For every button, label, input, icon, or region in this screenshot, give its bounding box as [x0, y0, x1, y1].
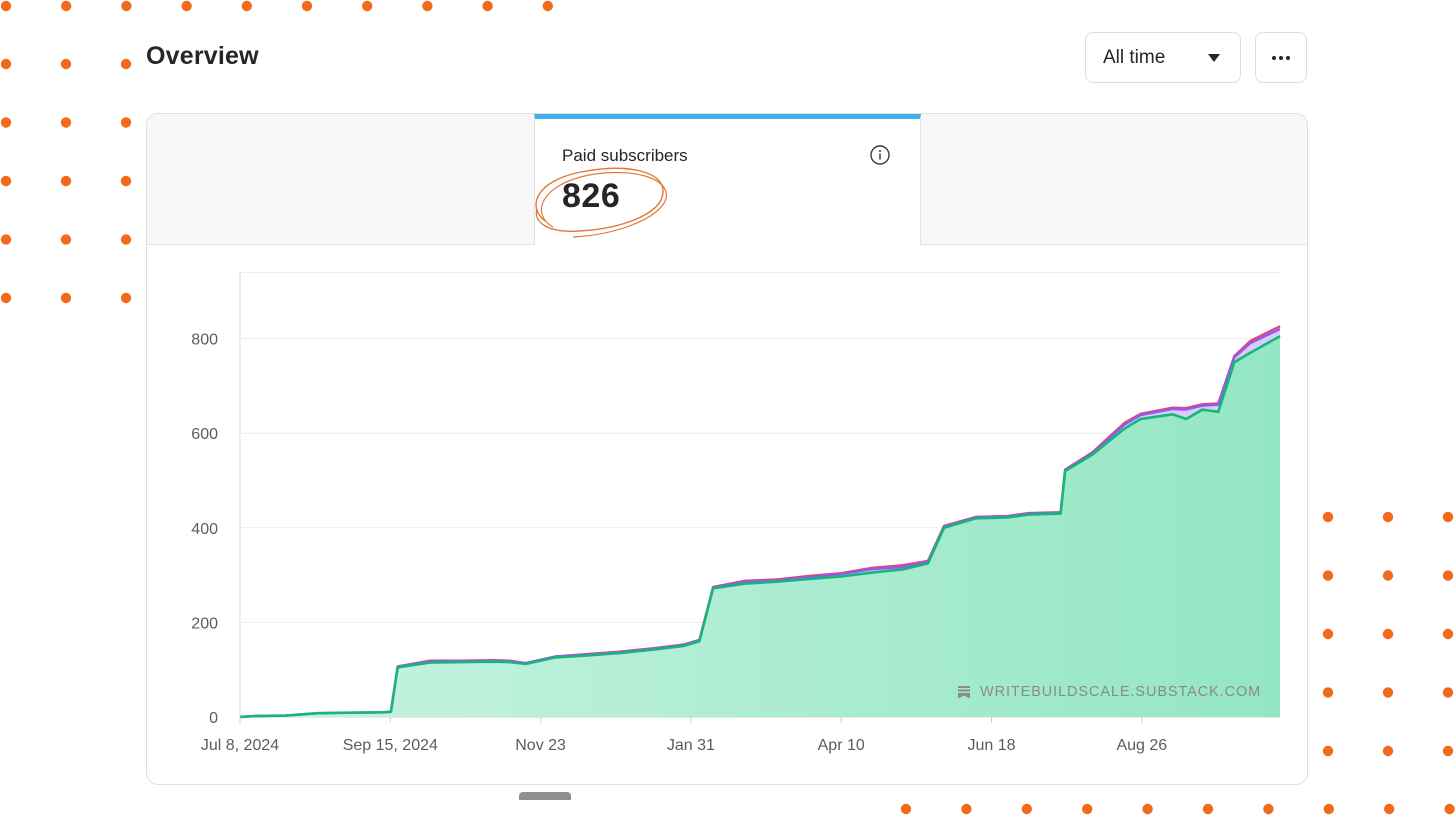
tab-paid-subscribers[interactable]: Paid subscribers 826: [534, 114, 921, 245]
decorative-dot: [1382, 745, 1394, 757]
chevron-down-icon: [1208, 54, 1220, 62]
decorative-dot: [241, 0, 252, 12]
decorative-dot: [1021, 803, 1032, 815]
x-tick-label: Jan 31: [667, 737, 715, 754]
decorative-dot: [1322, 511, 1334, 523]
decorative-dot: [60, 0, 72, 12]
overview-card: Paid subscribers 826 0 200 400 600 800 Jul 8,…: [146, 113, 1308, 785]
decorative-dot: [1442, 687, 1454, 698]
x-tick-label: Sep 15, 2024: [343, 737, 438, 754]
decorative-dot: [181, 0, 192, 12]
decorative-dot: [482, 0, 493, 12]
decorative-dot: [1382, 628, 1394, 640]
decorative-dot: [1442, 628, 1454, 640]
decorative-dot: [1382, 570, 1394, 581]
substack-watermark: WRITEBUILDSCALE.SUBSTACK.COM: [957, 684, 1261, 700]
decorative-dot: [1384, 803, 1395, 815]
paid-subscribers-chart: 0 200 400 600 800 Jul 8, 2024 Sep 15, 2024 Nov …: [191, 271, 1281, 754]
decorative-dot: [60, 117, 72, 128]
decorative-dot: [0, 292, 12, 304]
x-tick-label: Jul 8, 2024: [201, 737, 279, 754]
decorative-dot: [0, 175, 12, 187]
bookmark-icon: [958, 686, 970, 699]
decorative-dot: [362, 0, 373, 12]
info-icon[interactable]: [869, 144, 891, 166]
decorative-dot: [0, 117, 12, 128]
series-area: [240, 336, 1280, 717]
more-options-button[interactable]: [1255, 32, 1307, 83]
decorative-dot: [60, 292, 72, 304]
decorative-dot: [1442, 570, 1454, 581]
decorative-dot: [120, 292, 132, 304]
decorative-dot: [0, 234, 12, 245]
more-horizontal-icon: [1272, 55, 1276, 60]
time-range-dropdown[interactable]: All time: [1085, 32, 1241, 83]
decorative-dot: [120, 58, 132, 70]
decorative-dot: [1322, 570, 1334, 581]
y-tick-label: 800: [191, 332, 218, 349]
y-tick-label: 200: [191, 615, 218, 632]
decorative-dot: [60, 175, 72, 187]
drag-handle[interactable]: [519, 792, 571, 800]
time-range-label: All time: [1103, 46, 1166, 68]
x-tick-label: Aug 26: [1116, 737, 1167, 754]
x-tick-label: Jun 18: [967, 737, 1015, 754]
decorative-dot: [1142, 803, 1153, 815]
decorative-dot: [1322, 628, 1334, 640]
decorative-dot: [1322, 745, 1334, 757]
decorative-dot: [1202, 803, 1214, 815]
decorative-dot: [120, 234, 132, 245]
watermark-text: WRITEBUILDSCALE.SUBSTACK.COM: [980, 684, 1262, 700]
decorative-dot: [1082, 803, 1093, 815]
y-tick-label: 600: [191, 426, 218, 443]
more-horizontal-icon-dot: [1279, 55, 1283, 60]
decorative-dot: [60, 58, 72, 70]
metric-label: Paid subscribers: [562, 146, 688, 165]
decorative-dot: [1444, 803, 1455, 815]
decorative-dot: [60, 234, 72, 245]
decorative-dot: [121, 0, 132, 12]
more-horizontal-icon-dot: [1286, 55, 1290, 60]
x-tick-label: Nov 23: [515, 737, 566, 754]
decorative-dot: [1263, 803, 1274, 815]
series-line: [239, 335, 1281, 719]
decorative-dot: [1382, 511, 1394, 523]
decorative-dot: [120, 117, 132, 128]
decorative-dot: [1442, 745, 1454, 757]
decorative-dot: [1442, 511, 1454, 523]
page-title: Overview: [146, 42, 259, 70]
decorative-dot: [0, 0, 12, 12]
decorative-dot: [900, 803, 912, 815]
decorative-dot: [1322, 687, 1334, 698]
decorative-dot: [301, 0, 313, 12]
decorative-dot: [1382, 687, 1394, 698]
decorative-dot: [1323, 803, 1335, 815]
y-tick-label: 400: [191, 521, 218, 538]
y-tick-label: 0: [209, 710, 218, 727]
x-tick-label: Apr 10: [818, 737, 865, 754]
decorative-dot: [120, 175, 132, 187]
decorative-dot: [542, 0, 553, 12]
decorative-dot: [961, 803, 972, 815]
decorative-dot: [0, 58, 12, 70]
decorative-dot: [422, 0, 433, 12]
